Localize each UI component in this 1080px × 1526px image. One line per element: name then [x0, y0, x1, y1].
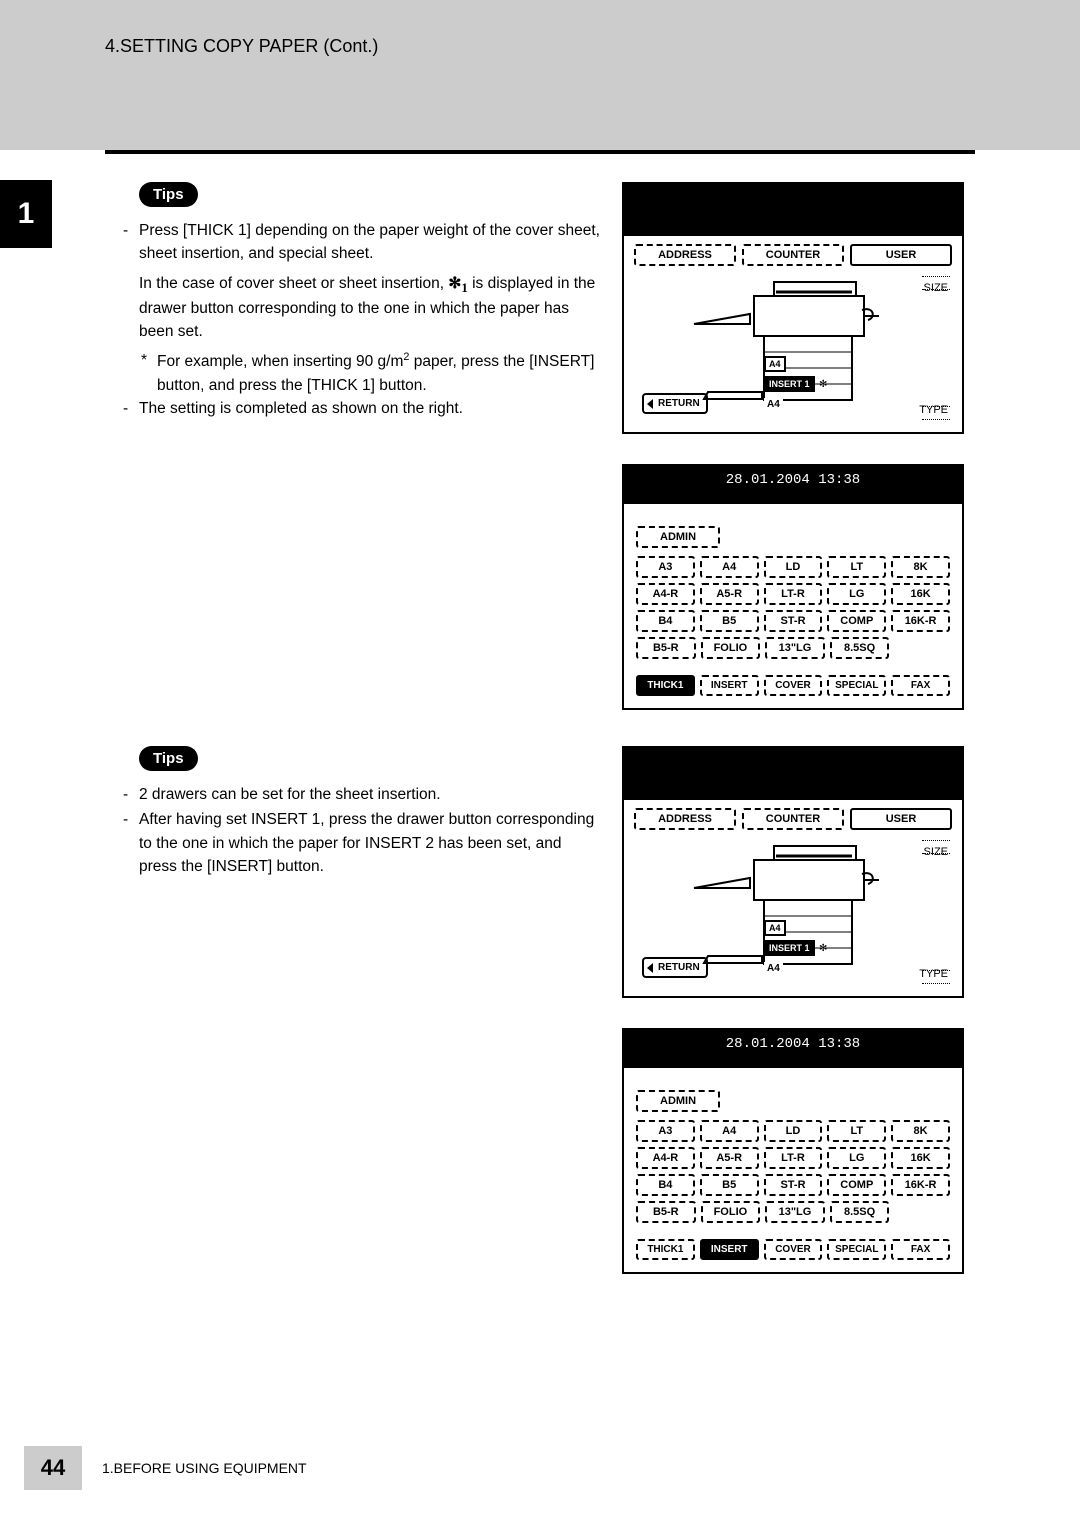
size-btn-16kr[interactable]: 16K-R: [891, 1174, 950, 1196]
size-btn-a3[interactable]: A3: [636, 1120, 695, 1142]
size-btn-comp[interactable]: COMP: [827, 610, 886, 632]
size-btn-comp[interactable]: COMP: [827, 1174, 886, 1196]
size-btn-ld[interactable]: LD: [764, 1120, 823, 1142]
size-btn-folio[interactable]: FOLIO: [701, 637, 761, 659]
bottom-btn-cover[interactable]: COVER: [764, 675, 823, 696]
drawer-insert1: INSERT 1: [764, 376, 815, 392]
tab-counter-2[interactable]: COUNTER: [742, 808, 844, 830]
size-btn-ltr[interactable]: LT-R: [764, 583, 823, 605]
header-title: 4.SETTING COPY PAPER (Cont.): [105, 36, 1080, 57]
size-btn-16k[interactable]: 16K: [891, 583, 950, 605]
size-btn-b5[interactable]: B5: [700, 1174, 759, 1196]
size-btn-lg[interactable]: LG: [827, 583, 886, 605]
drawer-a4-bot: A4: [764, 398, 783, 411]
lcd-grid-panel-1: 28.01.2004 13:38 ADMIN A3A4LDLT8K A4-RA5-…: [622, 464, 964, 710]
tips1-bullet1: Press [THICK 1] depending on the paper w…: [123, 219, 600, 266]
lcd-copier-panel-2: ADDRESS COUNTER USER SIZE: [622, 746, 964, 998]
tips1-bullet2: The setting is completed as shown on the…: [123, 397, 600, 420]
size-btn-folio[interactable]: FOLIO: [701, 1201, 761, 1223]
insert-glyph-icon-2: ✻: [819, 943, 827, 954]
bottom-btn-special[interactable]: SPECIAL: [827, 675, 886, 696]
bottom-btn-insert[interactable]: INSERT: [700, 1239, 759, 1260]
tips2-bullet2: After having set INSERT 1, press the dra…: [123, 808, 600, 878]
size-btn-ld[interactable]: LD: [764, 556, 823, 578]
size-btn-lt[interactable]: LT: [827, 556, 886, 578]
tab-address[interactable]: ADDRESS: [634, 244, 736, 266]
size-btn-a4r[interactable]: A4-R: [636, 583, 695, 605]
admin-tab-2[interactable]: ADMIN: [636, 1090, 720, 1112]
tips-pill: Tips: [139, 182, 198, 207]
size-btn-lg[interactable]: LG: [827, 1147, 886, 1169]
page-number: 44: [24, 1446, 82, 1490]
section-tips-1: Tips Press [THICK 1] depending on the pa…: [105, 182, 1018, 710]
size-btn-a4r[interactable]: A4-R: [636, 1147, 695, 1169]
size-btn-a4[interactable]: A4: [700, 1120, 759, 1142]
lcd-grid-panel-2: 28.01.2004 13:38 ADMIN A3A4LDLT8K A4-RA5-…: [622, 1028, 964, 1274]
size-btn-str[interactable]: ST-R: [764, 1174, 823, 1196]
admin-tab[interactable]: ADMIN: [636, 526, 720, 548]
symbol-sub: 1: [461, 280, 467, 295]
drawer2-a4-top: A4: [764, 920, 786, 936]
size-btn-a3[interactable]: A3: [636, 556, 695, 578]
tab-address-2[interactable]: ADDRESS: [634, 808, 736, 830]
tab-user-2[interactable]: USER: [850, 808, 952, 830]
size-btn-8k[interactable]: 8K: [891, 1120, 950, 1142]
tab-user[interactable]: USER: [850, 244, 952, 266]
size-btn-b4[interactable]: B4: [636, 610, 695, 632]
tips1-para-pre: In the case of cover sheet or sheet inse…: [139, 275, 448, 292]
size-btn-85sq[interactable]: 8.5SQ: [830, 637, 890, 659]
size-grid: A3A4LDLT8K A4-RA5-RLT-RLG16K B4B5ST-RCOMP1…: [634, 556, 952, 659]
size-btn-lt[interactable]: LT: [827, 1120, 886, 1142]
tab-counter[interactable]: COUNTER: [742, 244, 844, 266]
size-btn-8k[interactable]: 8K: [891, 556, 950, 578]
size-btn-a5r[interactable]: A5-R: [700, 1147, 759, 1169]
drawer-a4-top: A4: [764, 356, 786, 372]
bottom-btn-special[interactable]: SPECIAL: [827, 1239, 886, 1260]
bottom-btn-fax[interactable]: FAX: [891, 675, 950, 696]
panel-datetime: 28.01.2004 13:38: [624, 466, 962, 504]
footer-text: 1.BEFORE USING EQUIPMENT: [102, 1460, 307, 1476]
bottom-btn-thick1[interactable]: THICK1: [636, 1239, 695, 1260]
bottom-btn-fax[interactable]: FAX: [891, 1239, 950, 1260]
size-btn-a5r[interactable]: A5-R: [700, 583, 759, 605]
size-btn-b4[interactable]: B4: [636, 1174, 695, 1196]
bottom-btn-insert[interactable]: INSERT: [700, 675, 759, 696]
size-btn-str[interactable]: ST-R: [764, 610, 823, 632]
size-btn-16kr[interactable]: 16K-R: [891, 610, 950, 632]
bottom-row-2: THICK1INSERTCOVERSPECIALFAX: [634, 1239, 952, 1262]
bottom-btn-cover[interactable]: COVER: [764, 1239, 823, 1260]
size-btn-a4[interactable]: A4: [700, 556, 759, 578]
drawer2-a4-bot: A4: [764, 962, 783, 975]
chapter-badge: 1: [0, 180, 52, 248]
size-btn-b5r[interactable]: B5-R: [636, 637, 696, 659]
sub1-pre: For example, when inserting 90 g/m: [157, 354, 403, 371]
size-btn-13lg[interactable]: 13"LG: [765, 637, 825, 659]
drawer2-insert1: INSERT 1: [764, 940, 815, 956]
size-btn-16k[interactable]: 16K: [891, 1147, 950, 1169]
insert-glyph-icon: ✻: [819, 379, 827, 390]
bottom-btn-thick1[interactable]: THICK1: [636, 675, 695, 696]
size-btn-13lg[interactable]: 13"LG: [765, 1201, 825, 1223]
size-btn-85sq[interactable]: 8.5SQ: [830, 1201, 890, 1223]
size-btn-b5[interactable]: B5: [700, 610, 759, 632]
panel-datetime-2: 28.01.2004 13:38: [624, 1030, 962, 1068]
return-button-2[interactable]: RETURN: [642, 957, 708, 978]
size-grid-2: A3A4LDLT8K A4-RA5-RLT-RLG16K B4B5ST-RCOMP1…: [634, 1120, 952, 1223]
size-btn-b5r[interactable]: B5-R: [636, 1201, 696, 1223]
tips2-bullet1: 2 drawers can be set for the sheet inser…: [123, 783, 600, 806]
footer: 44 1.BEFORE USING EQUIPMENT: [24, 1446, 307, 1490]
return-button[interactable]: RETURN: [642, 393, 708, 414]
tips-pill-2: Tips: [139, 746, 198, 771]
lcd-copier-panel-1: ADDRESS COUNTER USER SIZE: [622, 182, 964, 434]
tips1-subbullet: For example, when inserting 90 g/m2 pape…: [141, 349, 600, 397]
tips1-para1: In the case of cover sheet or sheet inse…: [105, 272, 600, 344]
header-bar: 4.SETTING COPY PAPER (Cont.): [0, 0, 1080, 150]
bottom-row-1: THICK1INSERTCOVERSPECIALFAX: [634, 675, 952, 698]
section-tips-2: Tips 2 drawers can be set for the sheet …: [105, 746, 1018, 1274]
insert-symbol-icon: ✻1: [448, 272, 467, 297]
size-btn-ltr[interactable]: LT-R: [764, 1147, 823, 1169]
